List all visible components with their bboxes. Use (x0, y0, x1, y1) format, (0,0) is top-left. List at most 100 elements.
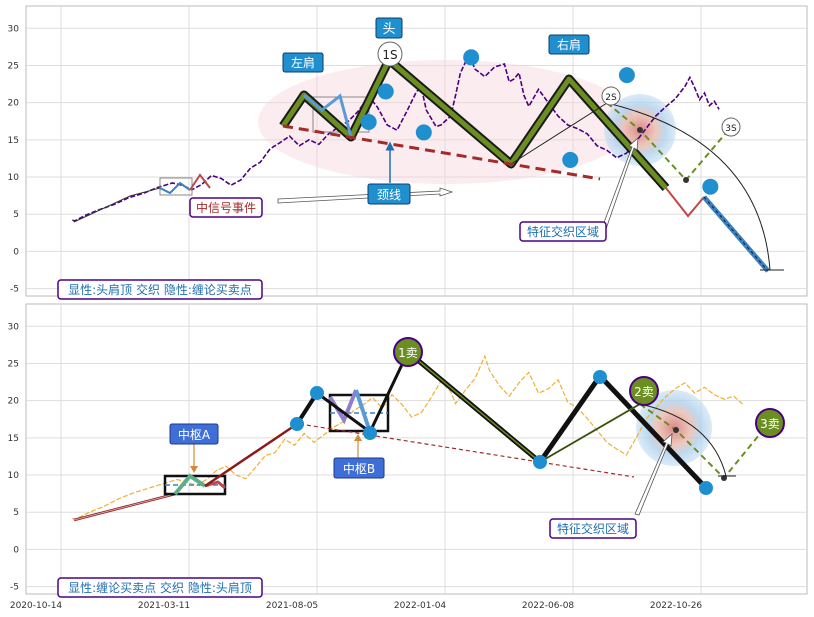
y-tick-label: 10 (8, 471, 20, 481)
y-tick-label: 10 (8, 173, 20, 183)
y-tick-label: 0 (13, 545, 19, 555)
left-shoulder-label-box (282, 52, 324, 73)
top-post-stroke-dash (703, 196, 769, 272)
top-inner-stroke (303, 93, 353, 138)
sell-2-label: 2卖 (634, 385, 654, 399)
bottom-node (290, 417, 304, 431)
bottom-rise-red (204, 422, 298, 488)
top-zone-label-box (519, 221, 607, 242)
left-shoulder-label: 左肩 (291, 55, 315, 70)
top-pattern-nodes (360, 49, 719, 195)
bottom-projection-arc (639, 403, 727, 477)
bottom-zone-label: 特征交织区域 (557, 521, 629, 536)
bottom-zone-arrow (634, 433, 673, 516)
y-tick-label: 5 (13, 210, 19, 220)
marker-1s (377, 41, 403, 67)
x-tick-label: 2020-10-14 (10, 601, 63, 611)
signal-event-label: 中信号事件 (196, 200, 256, 215)
sell-1-label: 1卖 (398, 346, 418, 360)
top-y-ticks: -5 0 5 10 15 20 25 30 (8, 24, 20, 294)
top-projection-arc (606, 102, 771, 271)
top-zone-label: 特征交织区域 (527, 224, 599, 239)
x-tick-label: 2021-03-11 (138, 601, 190, 611)
top-plot-area (25, 5, 808, 297)
y-tick-label: 25 (8, 61, 19, 71)
top-chart-panel: -5 0 5 10 15 20 25 30 (8, 5, 808, 300)
center-b-arrowhead (354, 434, 362, 441)
pattern-node (377, 83, 394, 100)
center-b-label: 中枢B (343, 461, 375, 476)
bottom-bi-line-inner (73, 493, 176, 521)
y-tick-label: 25 (8, 359, 19, 369)
pattern-node (360, 114, 377, 130)
bottom-node (699, 481, 713, 495)
right-shoulder-label: 右肩 (557, 37, 581, 52)
pattern-node (618, 67, 635, 84)
top-prediction-point (637, 127, 643, 133)
bottom-node (310, 386, 324, 400)
y-tick-label: 30 (8, 24, 20, 34)
top-prediction-path (606, 102, 732, 182)
bottom-annotations (73, 350, 769, 522)
y-tick-label: 0 (13, 247, 19, 257)
sell-2-badge (629, 376, 659, 406)
x-tick-label: 2022-01-04 (394, 601, 447, 611)
signal-event-label-box (189, 197, 263, 218)
bottom-legend: 显性:缠论买卖点 交织 隐性:头肩顶 (68, 580, 252, 595)
marker-3s-label: 3S (725, 124, 737, 134)
bottom-prediction-path (639, 403, 769, 480)
center-a-stroke-green (173, 473, 207, 496)
y-tick-label: 15 (8, 136, 19, 146)
bottom-node (363, 426, 377, 440)
bottom-prediction-point (673, 427, 679, 433)
top-neckline (282, 124, 601, 181)
bottom-nodes (290, 370, 713, 495)
center-a-arrowhead (190, 466, 198, 473)
marker-3s (721, 117, 741, 137)
neckline-label-box (367, 183, 411, 205)
bottom-node (533, 455, 547, 469)
top-thin-trend (510, 102, 608, 165)
bottom-x-ticks: 2020-10-14 2021-03-11 2021-08-05 2022-01-04… (10, 601, 703, 611)
center-b-stroke-blue (354, 389, 372, 433)
pattern-node (415, 124, 432, 141)
top-legend: 显性:头肩顶 交织 隐性:缠论买卖点 (68, 282, 252, 297)
y-tick-label: 20 (8, 397, 20, 407)
top-event-arrow (277, 187, 454, 204)
center-b-label-box (333, 457, 385, 479)
x-tick-label: 2021-08-05 (266, 601, 318, 611)
x-tick-label: 2022-10-26 (650, 601, 703, 611)
top-post-stroke-red (665, 187, 705, 218)
top-zone-arrow (601, 137, 639, 230)
x-tick-label: 2022-06-08 (522, 601, 575, 611)
top-labels: 左肩 头 右肩 颈线 1S 2S 3S 中信号事件 特征交织区域 显性:头肩顶 … (57, 17, 741, 300)
marker-1s-label: 1S (382, 48, 397, 62)
bottom-sell2-line-inner (539, 403, 641, 463)
y-tick-label: -5 (10, 285, 19, 295)
sell-3-label: 3卖 (760, 417, 780, 431)
bottom-chart-panel: -5 0 5 10 15 20 25 30 2020-10-14 2021-03-11 2021-… (8, 303, 808, 611)
sell-1-badge (393, 337, 423, 367)
y-tick-label: 30 (8, 322, 20, 332)
pattern-node (562, 151, 579, 168)
top-early-stroke-red (189, 173, 211, 191)
pattern-node (463, 49, 480, 66)
y-tick-label: 20 (8, 99, 20, 109)
neckline-label: 颈线 (377, 188, 401, 202)
top-early-trend (73, 187, 161, 223)
bottom-node (593, 370, 607, 384)
price-line (72, 354, 744, 521)
head-label-box (375, 17, 403, 39)
sell-3-badge (755, 408, 785, 438)
top-legend-box (57, 279, 263, 300)
center-a-label: 中枢A (178, 427, 211, 442)
top-prediction-point (683, 177, 689, 183)
bottom-y-ticks: -5 0 5 10 15 20 25 30 (8, 322, 20, 592)
center-a-label-box (169, 423, 219, 445)
center-a-stroke-red (204, 480, 226, 490)
bottom-legend-box (57, 577, 263, 598)
top-early-stroke-blue (159, 181, 191, 195)
bottom-bi-main-inner (407, 351, 541, 463)
top-pattern-ellipse (258, 60, 634, 184)
marker-2s-label: 2S (605, 93, 617, 103)
